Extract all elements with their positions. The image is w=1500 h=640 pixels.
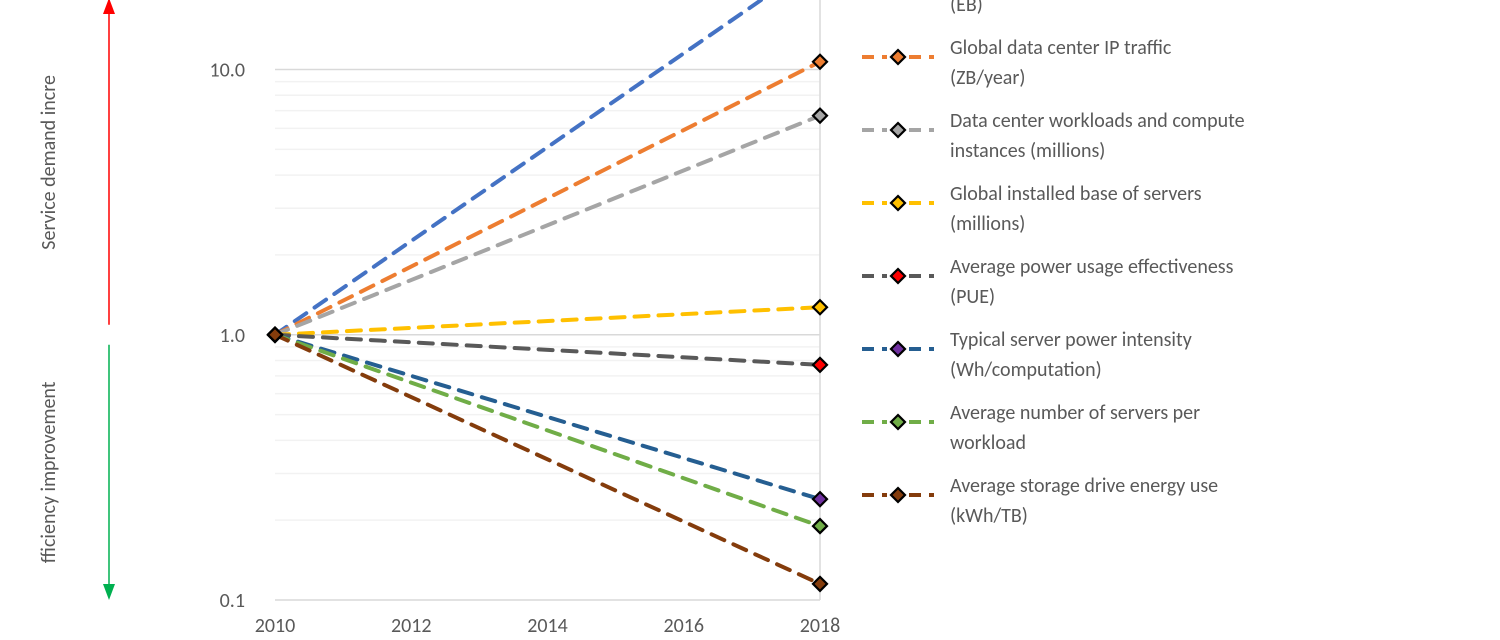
legend-label: Data center workloads and compute <box>950 109 1245 133</box>
xtick-label: 2018 <box>800 614 841 638</box>
legend-label: (ZB/year) <box>950 66 1025 90</box>
legend-label: (PUE) <box>950 285 995 309</box>
xtick-label: 2014 <box>527 614 568 638</box>
legend-label: workload <box>950 431 1026 455</box>
legend-label: Global installed base of servers <box>950 182 1202 206</box>
ytick-label: 10.0 <box>210 59 245 83</box>
xtick-label: 2010 <box>255 614 296 638</box>
xtick-label: 2012 <box>391 614 432 638</box>
xtick-label: 2016 <box>663 614 704 638</box>
legend-label: Average power usage effectiveness <box>950 255 1234 279</box>
axis-label-lower: fficiency improvement <box>37 381 61 563</box>
legend-label: Average storage drive energy use <box>950 474 1218 498</box>
legend-label: (EB) <box>950 0 983 17</box>
legend-label: Global data center IP traffic <box>950 36 1172 60</box>
ytick-label: 0.1 <box>220 589 245 613</box>
ytick-label: 1.0 <box>220 324 245 348</box>
legend-label: Typical server power intensity <box>950 328 1192 352</box>
legend-label: (kWh/TB) <box>950 504 1028 528</box>
legend-label: Average number of servers per <box>950 401 1200 425</box>
datacenter-trends-chart: 0.1 1.0 10.0 2010 2012 2014 2016 2018 Service de… <box>0 0 1500 640</box>
axis-label-upper: Service demand incre <box>37 75 61 250</box>
legend-label: (Wh/computation) <box>950 358 1102 382</box>
legend-label: (millions) <box>950 212 1025 236</box>
legend-label: instances (millions) <box>950 139 1105 163</box>
